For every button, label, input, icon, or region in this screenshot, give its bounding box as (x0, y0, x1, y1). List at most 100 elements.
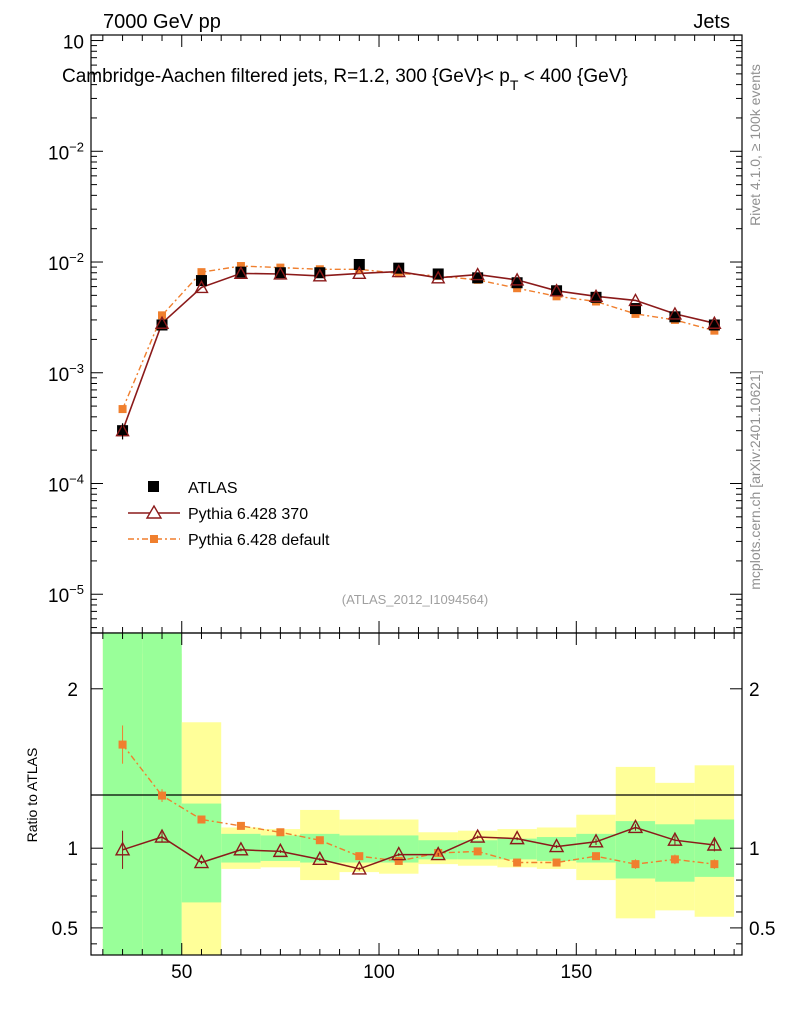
rivet-version-label: Rivet 4.1.0, ≥ 100k events (747, 64, 763, 226)
ratio-point-pythia-370 (312, 850, 328, 866)
legend-marker-atlas (148, 481, 159, 492)
ratio-y-axis-label: Ratio to ATLAS (24, 748, 40, 843)
point-pythia-370 (312, 268, 328, 282)
point-pythia-370 (194, 279, 209, 294)
y-tick-label: 10−3 (48, 361, 84, 386)
ratio-point-pythia-default (355, 852, 364, 861)
point-atlas (156, 319, 168, 331)
ratio-point-pythia-370 (509, 830, 525, 845)
point-atlas (511, 277, 523, 289)
ratio-point-pythia-370 (469, 828, 486, 843)
ratio-uncertainty-bands (102, 633, 735, 955)
point-atlas (432, 268, 444, 280)
main-axis-ticks: 10 10−2 10−2 10−3 10−4 10−5 (48, 33, 742, 633)
point-pythia-370 (588, 288, 604, 303)
ratio-point-pythia-default (276, 828, 285, 837)
ratio-point-pythia-default (473, 847, 482, 856)
y-tick-label: 10 (63, 33, 84, 54)
point-pythia-370 (509, 272, 525, 286)
legend: ATLAS Pythia 6.428 370 Pythia 6.428 defaul… (128, 480, 330, 549)
ratio-point-pythia-370 (627, 819, 644, 834)
y-tick-label: 10−2 (48, 250, 84, 275)
ratio-y-tick-label-right: 2 (749, 680, 760, 701)
ratio-line-pythia-370 (122, 826, 715, 870)
analysis-watermark: (ATLAS_2012_I1094564) (342, 592, 488, 607)
point-atlas (314, 267, 326, 279)
chart-title: Cambridge-Aachen filtered jets, R=1.2, 3… (62, 66, 628, 93)
series-line-pythia-default (121, 265, 715, 410)
band-green (497, 838, 537, 860)
point-pythia-370 (352, 265, 367, 280)
ratio-point-pythia-370 (430, 846, 446, 861)
ratio-series (114, 725, 723, 875)
point-pythia-370 (431, 270, 446, 284)
ratio-point-pythia-default (158, 791, 167, 800)
main-series (115, 258, 722, 440)
ratio-point-pythia-370 (588, 833, 604, 848)
ratio-y-tick-label: 2 (67, 680, 78, 701)
header-category-label: Jets (693, 11, 730, 33)
ratio-point-pythia-370 (706, 836, 723, 851)
ratio-point-pythia-default (592, 852, 601, 861)
legend-label: ATLAS (188, 480, 238, 497)
ratio-point-pythia-370 (272, 842, 289, 858)
ratio-point-pythia-default (315, 836, 324, 845)
ratio-y-tick-label: 0.5 (52, 919, 78, 940)
ratio-point-pythia-default (710, 860, 719, 869)
chart-title-main: Cambridge-Aachen filtered jets, R=1.2, 3… (62, 66, 510, 87)
band-green (260, 835, 301, 861)
point-atlas (590, 291, 602, 303)
ratio-y-tick-label-right: 0.5 (749, 919, 775, 940)
ratio-point-pythia-default (670, 855, 679, 864)
ratio-point-pythia-default (513, 858, 522, 867)
ratio-point-pythia-370 (391, 846, 407, 861)
ratio-point-pythia-370 (114, 841, 131, 856)
point-atlas (629, 303, 641, 315)
mcplots-label: mcplots.cern.ch [arXiv:2401.10621] (747, 370, 763, 589)
band-green (102, 633, 143, 955)
ratio-point-pythia-default (552, 858, 561, 867)
point-pythia-370 (628, 292, 643, 307)
y-tick-label: 10−4 (48, 472, 84, 497)
ratio-point-pythia-default (197, 815, 206, 824)
ratio-x-tick-label: 100 (363, 962, 395, 983)
point-pythia-default (710, 326, 719, 335)
point-pythia-default (118, 405, 127, 414)
ratio-y-tick-label: 1 (67, 839, 78, 860)
point-pythia-370 (707, 315, 722, 329)
y-tick-label: 10−2 (48, 139, 84, 164)
ratio-point-pythia-default (118, 740, 127, 749)
ratio-point-pythia-370 (193, 854, 210, 869)
ratio-axis-ticks: 0.5 0.5 1 1 2 2 50 100 150 (52, 633, 775, 983)
point-pythia-default (197, 268, 206, 277)
ratio-point-pythia-370 (351, 860, 367, 875)
ratio-point-pythia-default (631, 860, 640, 869)
point-atlas (393, 262, 405, 274)
legend-marker-pythia-370 (145, 504, 163, 519)
ratio-point-pythia-default (236, 821, 245, 830)
ratio-line-pythia-default (122, 744, 715, 865)
header-collision-label: 7000 GeV pp (103, 11, 221, 33)
ratio-point-pythia-370 (667, 831, 683, 846)
point-pythia-370 (667, 306, 683, 320)
ratio-x-tick-label: 150 (560, 962, 592, 983)
ratio-y-tick-label-right: 1 (749, 839, 760, 860)
band-green (536, 837, 577, 861)
point-pythia-370 (233, 265, 249, 280)
main-panel: 10 10−2 10−2 10−3 10−4 10−5 (ATLAS_2012_I1094… (48, 33, 743, 634)
chart-title-tail: < 400 {GeV} (518, 66, 627, 87)
point-atlas (274, 267, 286, 279)
point-atlas (472, 272, 484, 284)
point-atlas (669, 311, 681, 323)
point-atlas (353, 258, 365, 270)
point-atlas (551, 285, 563, 297)
point-pythia-370 (549, 283, 564, 297)
ratio-x-tick-label: 50 (171, 962, 192, 983)
ratio-point-pythia-default (394, 856, 403, 865)
ratio-point-pythia-370 (154, 828, 170, 843)
point-pythia-370 (391, 264, 406, 278)
ratio-panel: 0.5 0.5 1 1 2 2 50 100 150 Ratio to ATLAS (24, 632, 775, 983)
chart-title-subscript: T (510, 77, 519, 93)
point-atlas (235, 266, 247, 278)
